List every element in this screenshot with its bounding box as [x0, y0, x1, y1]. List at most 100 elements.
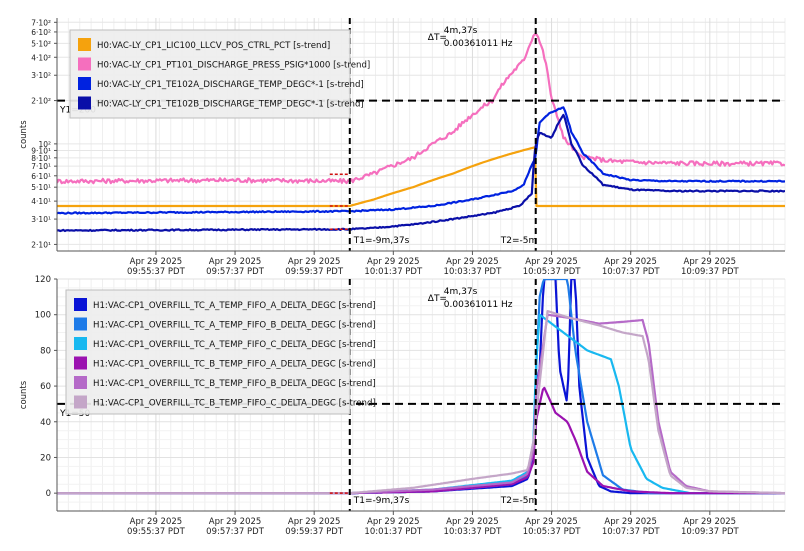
x-tick-time: 09:57:37 PDT — [206, 527, 265, 537]
y-tick-label: 3·10² — [31, 71, 51, 80]
x-tick-time: 10:09:37 PDT — [681, 527, 740, 537]
x-tick-date: Apr 29 2025 — [446, 257, 499, 267]
x-tick-time: 10:09:37 PDT — [681, 267, 740, 277]
x-tick-date: Apr 29 2025 — [684, 257, 737, 267]
delta-time: 4m,37s — [444, 287, 478, 297]
series-lines — [57, 279, 785, 495]
y-tick-label: 7·10² — [31, 18, 51, 27]
delta-label: ΔT= — [428, 294, 447, 304]
y-tick-label: 120 — [35, 275, 51, 285]
legend-box — [69, 29, 351, 119]
y-tick-label: 2·10² — [31, 97, 51, 106]
series-line-3 — [57, 113, 785, 233]
series-line-2 — [57, 106, 785, 215]
x-tick-date: Apr 29 2025 — [130, 517, 183, 527]
legend-entry: H1:VAC-CP1_OVERFILL_TC_B_TEMP_FIFO_B_DEL… — [93, 379, 376, 389]
x-tick-time: 09:59:37 PDT — [285, 527, 344, 537]
legend-swatch — [78, 77, 91, 90]
delta-label: ΔT= — [428, 33, 447, 43]
x-tick-date: Apr 29 2025 — [604, 517, 657, 527]
y-tick-label: 2·10¹ — [31, 240, 51, 249]
legend-swatch — [74, 376, 87, 389]
legend-swatch — [78, 96, 91, 110]
y-tick-label: 0 — [46, 489, 51, 499]
legend-entry: H1:VAC-CP1_OVERFILL_TC_B_TEMP_FIFO_A_DEL… — [93, 360, 376, 370]
legend-entry: H1:VAC-CP1_OVERFILL_TC_B_TEMP_FIFO_C_DEL… — [93, 399, 376, 409]
x-tick-date: Apr 29 2025 — [525, 257, 578, 267]
delta-frequency: 0.00361011 Hz — [444, 300, 513, 310]
cursor-t2-label: T2=-5m — [500, 496, 538, 506]
y-tick-label: 5·10² — [31, 39, 51, 48]
x-tick-time: 10:05:37 PDT — [523, 267, 582, 277]
x-tick-time: 09:57:37 PDT — [206, 267, 265, 277]
y-tick-label: 4·10¹ — [31, 197, 51, 206]
x-tick-time: 10:01:37 PDT — [364, 267, 423, 277]
legend: H1:VAC-CP1_OVERFILL_TC_A_TEMP_FIFO_A_DEL… — [65, 289, 376, 415]
x-tick-date: Apr 29 2025 — [604, 257, 657, 267]
y-tick-label: 80 — [40, 346, 51, 356]
legend-swatch — [78, 38, 91, 51]
y-tick-label: 60 — [40, 382, 51, 392]
y-tick-label: 40 — [40, 418, 51, 428]
panel-bottom: T1=-9m,37sT2=-5mY1=50ΔT=4m,37s0.00361011… — [19, 275, 786, 537]
x-tick-date: Apr 29 2025 — [288, 517, 341, 527]
series-line-0 — [57, 146, 785, 208]
cursor-t1-label: T1=-9m,37s — [353, 496, 410, 506]
x-tick-time: 10:07:37 PDT — [602, 527, 661, 537]
x-tick-date: Apr 29 2025 — [446, 517, 499, 527]
y-axis-label: counts — [19, 380, 29, 409]
y-tick-label: 7·10¹ — [31, 162, 51, 171]
y-tick-label: 6·10² — [31, 28, 51, 37]
legend-swatch — [74, 356, 87, 370]
legend-entry: H1:VAC-CP1_OVERFILL_TC_A_TEMP_FIFO_B_DEL… — [93, 321, 376, 331]
panel-top: T1=-9m,37sT2=-5mY1=200ΔT=4m,37s0.0036101… — [19, 18, 786, 277]
y-tick-label: 100 — [35, 311, 51, 321]
legend-swatch — [74, 298, 87, 311]
y-tick-label: 3·10¹ — [31, 215, 51, 224]
cursor-t2-label: T2=-5m — [500, 236, 538, 246]
series-line-1 — [57, 33, 785, 185]
legend-entry: H0:VAC-LY_CP1_TE102B_DISCHARGE_TEMP_DEGC… — [97, 100, 364, 110]
x-tick-date: Apr 29 2025 — [209, 517, 262, 527]
legend-swatch — [74, 337, 87, 350]
x-tick-date: Apr 29 2025 — [130, 257, 183, 267]
delta-time: 4m,37s — [444, 26, 478, 36]
x-tick-time: 10:05:37 PDT — [523, 527, 582, 537]
x-tick-date: Apr 29 2025 — [367, 257, 420, 267]
x-tick-time: 09:55:37 PDT — [127, 267, 186, 277]
x-tick-time: 09:59:37 PDT — [285, 267, 344, 277]
x-tick-time: 10:01:37 PDT — [364, 527, 423, 537]
y-tick-label: 10² — [38, 140, 51, 149]
y-tick-label: 4·10² — [31, 53, 51, 62]
legend-swatch — [74, 395, 87, 409]
x-tick-time: 09:55:37 PDT — [127, 527, 186, 537]
x-tick-date: Apr 29 2025 — [288, 257, 341, 267]
legend-swatch — [78, 57, 91, 71]
x-tick-time: 10:07:37 PDT — [602, 267, 661, 277]
x-tick-date: Apr 29 2025 — [525, 517, 578, 527]
y-tick-label: 6·10¹ — [31, 172, 51, 181]
legend: H0:VAC-LY_CP1_LIC100_LLCV_POS_CTRL_PCT [… — [69, 29, 370, 119]
y-tick-label: 9·10¹ — [31, 146, 51, 155]
series-lines — [57, 33, 785, 233]
x-tick-time: 10:03:37 PDT — [444, 527, 503, 537]
x-tick-date: Apr 29 2025 — [209, 257, 262, 267]
x-tick-date: Apr 29 2025 — [367, 517, 420, 527]
x-tick-time: 10:03:37 PDT — [444, 267, 503, 277]
legend-entry: H0:VAC-LY_CP1_PT101_DISCHARGE_PRESS_PSIG… — [97, 61, 370, 71]
legend-entry: H1:VAC-CP1_OVERFILL_TC_A_TEMP_FIFO_C_DEL… — [93, 340, 376, 350]
cursor-t1-label: T1=-9m,37s — [353, 236, 410, 246]
y-tick-label: 20 — [40, 453, 51, 463]
legend-entry: H0:VAC-LY_CP1_LIC100_LLCV_POS_CTRL_PCT [… — [97, 41, 330, 51]
delta-frequency: 0.00361011 Hz — [444, 39, 513, 49]
y-tick-label: 5·10¹ — [31, 183, 51, 192]
y-tick-label: 8·10¹ — [31, 154, 51, 163]
series-line-5 — [57, 310, 785, 495]
legend-entry: H0:VAC-LY_CP1_TE102A_DISCHARGE_TEMP_DEGC… — [97, 80, 364, 90]
y-axis-label: counts — [19, 120, 29, 149]
legend-entry: H1:VAC-CP1_OVERFILL_TC_A_TEMP_FIFO_A_DEL… — [93, 301, 376, 311]
x-tick-date: Apr 29 2025 — [684, 517, 737, 527]
legend-swatch — [74, 317, 87, 331]
legend-box — [65, 289, 351, 415]
